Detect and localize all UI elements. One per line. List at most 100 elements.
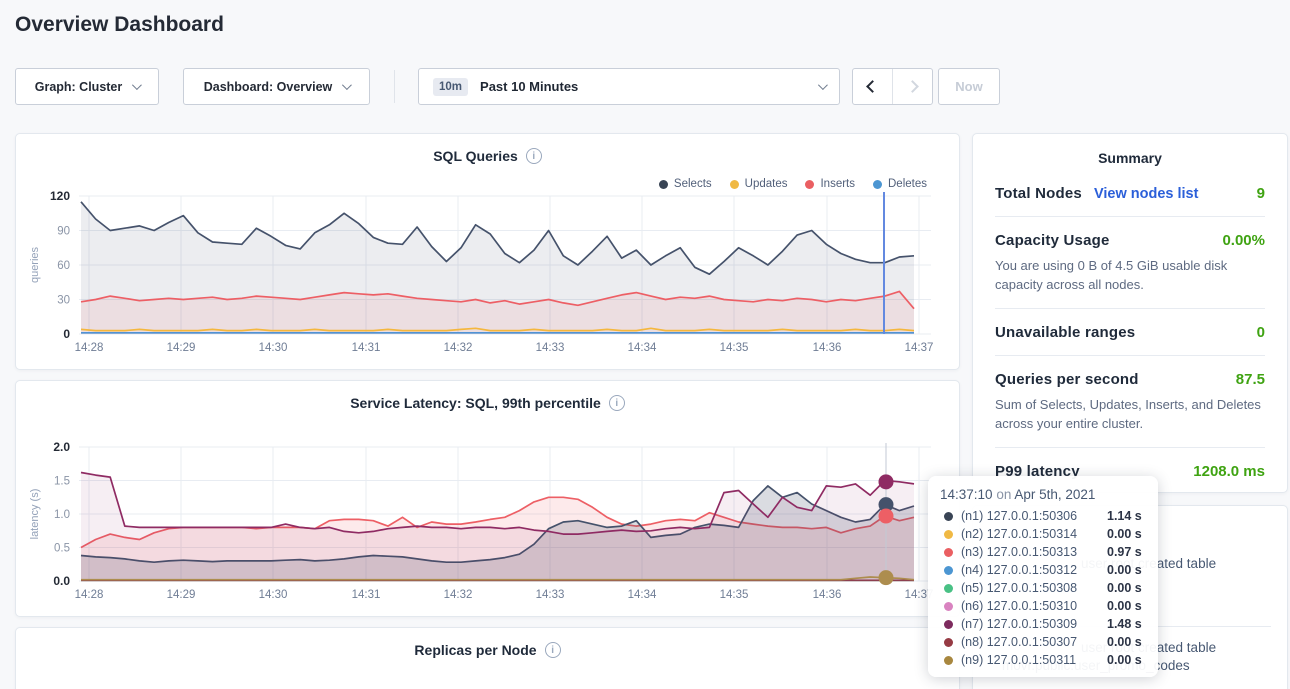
sql-queries-card: SQL Queries i Selects Updates Inserts Delet… bbox=[15, 133, 960, 370]
dashboard-selector-dropdown[interactable]: Dashboard: Overview bbox=[183, 68, 370, 105]
summary-value: 0 bbox=[1256, 324, 1265, 341]
tooltip-node-label: (n9) 127.0.0.1:50311 bbox=[961, 653, 1077, 667]
summary-value: 0.00% bbox=[1222, 232, 1265, 249]
tooltip-node-row: (n5) 127.0.0.1:50308 0.00 s bbox=[940, 579, 1144, 597]
svg-text:2.0: 2.0 bbox=[53, 440, 70, 454]
tooltip-node-row: (n4) 127.0.0.1:50312 0.00 s bbox=[940, 561, 1144, 579]
svg-text:14:31: 14:31 bbox=[352, 342, 381, 354]
service-latency-card: Service Latency: SQL, 99th percentile i … bbox=[15, 380, 960, 617]
tooltip-node-label: (n2) 127.0.0.1:50314 bbox=[961, 527, 1078, 541]
legend-item-deletes[interactable]: Deletes bbox=[873, 178, 927, 190]
service-latency-chart[interactable]: 0.0 0.5 1.0 1.5 2.0 14:28 14:29 14:30 14:31 14:32… bbox=[16, 381, 961, 618]
tooltip-node-label: (n1) 127.0.0.1:50306 bbox=[961, 509, 1078, 523]
tooltip-date: Apr 5th, 2021 bbox=[1014, 487, 1096, 502]
time-forward-button[interactable] bbox=[892, 69, 932, 104]
svg-text:14:34: 14:34 bbox=[628, 589, 657, 601]
legend-dot bbox=[805, 179, 815, 189]
legend-label: Selects bbox=[673, 178, 712, 190]
time-back-button[interactable] bbox=[853, 69, 892, 104]
series-dot bbox=[944, 637, 953, 647]
tooltip-node-row: (n7) 127.0.0.1:50309 1.48 s bbox=[940, 615, 1144, 633]
svg-text:14:33: 14:33 bbox=[536, 589, 565, 601]
tooltip-node-row: (n1) 127.0.0.1:50306 1.14 s bbox=[940, 507, 1144, 525]
sql-queries-chart[interactable]: 0 30 60 90 120 14:28 14:29 14:30 14:31 14:32 14:33… bbox=[16, 134, 961, 371]
summary-value: 1208.0 ms bbox=[1193, 463, 1265, 480]
toolbar-divider bbox=[394, 70, 395, 103]
tooltip-conj: on bbox=[996, 487, 1012, 502]
tooltip-node-value: 0.00 s bbox=[1107, 635, 1142, 649]
svg-text:queries: queries bbox=[29, 246, 41, 283]
svg-text:14:35: 14:35 bbox=[720, 342, 749, 354]
legend-dot bbox=[658, 179, 668, 189]
summary-label: Capacity Usage bbox=[995, 232, 1110, 249]
summary-row-top: Queries per second 87.5 bbox=[995, 371, 1265, 388]
legend-item-inserts[interactable]: Inserts bbox=[805, 178, 855, 190]
summary-description: Sum of Selects, Updates, Inserts, and De… bbox=[995, 397, 1261, 431]
tooltip-node-value: 0.00 s bbox=[1107, 581, 1142, 595]
svg-text:30: 30 bbox=[57, 295, 70, 307]
time-range-dropdown[interactable]: 10m Past 10 Minutes bbox=[418, 68, 840, 105]
svg-text:14:36: 14:36 bbox=[813, 342, 842, 354]
tooltip-node-label: (n5) 127.0.0.1:50308 bbox=[961, 581, 1078, 595]
tooltip-node-row: (n6) 127.0.0.1:50310 0.00 s bbox=[940, 597, 1144, 615]
summary-value: 87.5 bbox=[1235, 371, 1265, 388]
summary-row: Unavailable ranges 0 bbox=[995, 309, 1265, 356]
sql-queries-title-row: SQL Queries i bbox=[16, 148, 959, 164]
summary-label: Queries per second bbox=[995, 371, 1139, 388]
tooltip-node-label: (n4) 127.0.0.1:50312 bbox=[961, 563, 1078, 577]
svg-text:14:35: 14:35 bbox=[720, 589, 749, 601]
svg-text:120: 120 bbox=[50, 189, 70, 203]
summary-row: Queries per second 87.5 Sum of Selects, Up… bbox=[995, 356, 1265, 448]
legend-label: Updates bbox=[744, 178, 788, 190]
svg-text:14:30: 14:30 bbox=[259, 342, 288, 354]
tooltip-rows: (n1) 127.0.0.1:50306 1.14 s (n2) 127.0.0.1… bbox=[940, 507, 1144, 669]
series-dot bbox=[944, 583, 953, 593]
tooltip-timestamp: 14:37:10 on Apr 5th, 2021 bbox=[940, 487, 1144, 502]
tooltip-node-value: 0.00 s bbox=[1107, 527, 1142, 541]
chart-title: SQL Queries bbox=[433, 148, 518, 164]
view-nodes-list-link[interactable]: View nodes list bbox=[1093, 186, 1199, 202]
tooltip-node-row: (n8) 127.0.0.1:50307 0.00 s bbox=[940, 633, 1144, 651]
time-window-label: Past 10 Minutes bbox=[480, 79, 579, 94]
svg-text:1.0: 1.0 bbox=[54, 509, 70, 521]
sql-queries-legend: Selects Updates Inserts Deletes bbox=[658, 178, 927, 190]
tooltip-node-row: (n9) 127.0.0.1:50311 0.00 s bbox=[940, 651, 1144, 669]
chevron-down-icon bbox=[817, 80, 828, 91]
tooltip-node-label: (n6) 127.0.0.1:50310 bbox=[961, 599, 1078, 613]
svg-text:14:34: 14:34 bbox=[628, 342, 657, 354]
info-icon[interactable]: i bbox=[608, 395, 625, 411]
tooltip-node-value: 1.14 s bbox=[1107, 509, 1142, 523]
legend-label: Deletes bbox=[888, 178, 927, 190]
svg-text:14:31: 14:31 bbox=[352, 589, 381, 601]
summary-row-top: P99 latency 1208.0 ms bbox=[995, 463, 1265, 480]
legend-item-selects[interactable]: Selects bbox=[658, 178, 712, 190]
tooltip-node-value: 1.48 s bbox=[1107, 617, 1142, 631]
svg-text:1.5: 1.5 bbox=[54, 476, 70, 488]
svg-text:14:37: 14:37 bbox=[905, 589, 934, 601]
graph-selector-label: Graph: Cluster bbox=[34, 79, 123, 94]
summary-row: Total Nodes View nodes list 9 bbox=[995, 170, 1265, 217]
now-button[interactable]: Now bbox=[938, 68, 1000, 105]
tooltip-node-label: (n8) 127.0.0.1:50307 bbox=[961, 635, 1078, 649]
svg-text:0.5: 0.5 bbox=[54, 543, 70, 555]
series-dot bbox=[944, 529, 953, 539]
svg-text:14:33: 14:33 bbox=[536, 342, 565, 354]
time-window-badge: 10m bbox=[433, 77, 469, 96]
svg-text:latency (s): latency (s) bbox=[29, 489, 41, 540]
svg-text:14:37: 14:37 bbox=[905, 342, 934, 354]
legend-item-updates[interactable]: Updates bbox=[729, 178, 788, 190]
summary-row: P99 latency 1208.0 ms bbox=[995, 448, 1265, 494]
summary-value: 9 bbox=[1256, 185, 1265, 202]
page-title: Overview Dashboard bbox=[15, 13, 224, 36]
tooltip-node-value: 0.00 s bbox=[1107, 563, 1142, 577]
svg-text:14:30: 14:30 bbox=[259, 589, 288, 601]
replicas-title-row: Replicas per Node i bbox=[16, 642, 959, 658]
chart-title: Service Latency: SQL, 99th percentile bbox=[350, 395, 601, 411]
info-icon[interactable]: i bbox=[525, 148, 542, 164]
chevron-left-icon bbox=[866, 80, 879, 93]
chart-title: Replicas per Node bbox=[414, 642, 537, 658]
series-dot bbox=[944, 511, 953, 521]
graph-selector-dropdown[interactable]: Graph: Cluster bbox=[15, 68, 159, 105]
info-icon[interactable]: i bbox=[544, 642, 561, 658]
